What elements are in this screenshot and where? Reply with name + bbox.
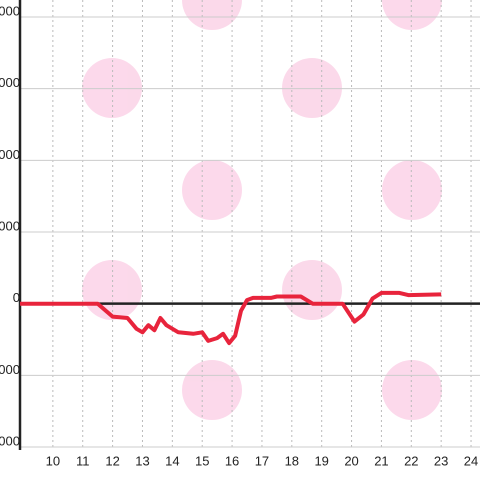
y-tick-label: 0 — [13, 290, 20, 305]
x-tick-label: 13 — [135, 453, 149, 468]
x-tick-label: 24 — [464, 453, 478, 468]
y-tick-label: 20,000 — [0, 147, 20, 162]
y-tick-label: 30,000 — [0, 75, 20, 90]
x-tick-label: 20 — [344, 453, 358, 468]
x-tick-label: 19 — [314, 453, 328, 468]
x-tick-label: 12 — [105, 453, 119, 468]
x-tick-label: 14 — [165, 453, 179, 468]
x-tick-label: 17 — [255, 453, 269, 468]
x-tick-label: 10 — [46, 453, 60, 468]
x-tick-label: 22 — [404, 453, 418, 468]
x-tick-label: 23 — [434, 453, 448, 468]
x-tick-label: 15 — [195, 453, 209, 468]
x-tick-label: 16 — [225, 453, 239, 468]
y-tick-label: 10,000 — [0, 218, 20, 233]
x-tick-label: 18 — [285, 453, 299, 468]
x-tick-label: 11 — [76, 453, 90, 468]
x-tick-label: 21 — [374, 453, 388, 468]
y-tick-label: -10,000 — [0, 362, 20, 377]
y-tick-label: 40,000 — [0, 3, 20, 18]
y-tick-label: -20,000 — [0, 433, 20, 448]
data-line — [20, 290, 442, 346]
